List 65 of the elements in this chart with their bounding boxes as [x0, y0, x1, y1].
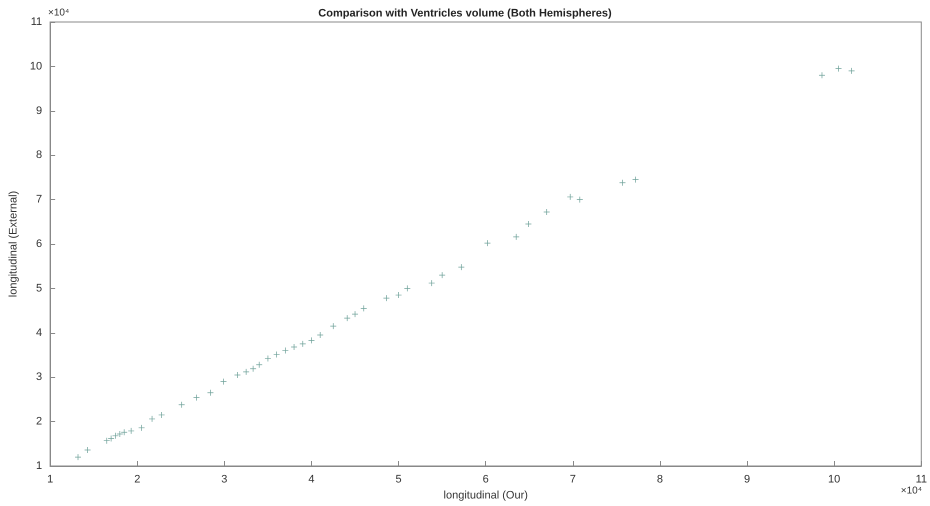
point: [128, 428, 134, 434]
point: [404, 285, 410, 292]
y-tick-label: 9: [36, 104, 42, 117]
point: [308, 337, 314, 344]
y-tick-label: 3: [36, 371, 42, 384]
y-tick-label: 2: [36, 416, 42, 428]
point: [352, 311, 358, 318]
y-tick-label: 7: [36, 194, 42, 206]
point: [848, 68, 855, 74]
point: [84, 447, 91, 454]
point: [264, 356, 271, 362]
point: [300, 340, 306, 347]
point: [138, 424, 145, 431]
point: [396, 292, 402, 298]
x-tick-label: 4: [308, 474, 315, 486]
point: [619, 180, 626, 186]
point: [383, 295, 390, 302]
point: [525, 221, 532, 228]
text: ×10⁴: [48, 8, 70, 18]
point: [207, 390, 214, 396]
y-tick-label: 10: [30, 60, 42, 72]
point: [818, 72, 825, 78]
x-tick-label: 5: [396, 474, 402, 486]
x-axis-title: longitudinal (Our): [444, 489, 528, 502]
point: [428, 280, 435, 286]
point: [149, 416, 156, 422]
x-tick-label: 3: [221, 474, 228, 486]
y-tick-label: 4: [36, 326, 42, 339]
point: [193, 394, 200, 401]
point: [484, 240, 490, 246]
x-tick-label: 10: [828, 474, 840, 486]
x-tick-label: 1: [47, 474, 54, 486]
y-tick-label: 1: [36, 460, 42, 472]
point: [576, 196, 583, 203]
x-tick-label: 8: [656, 474, 664, 486]
point: [291, 344, 298, 350]
y-tick-label: 8: [36, 149, 42, 162]
point: [458, 264, 464, 270]
y-axis-title: longitudinal (External): [8, 190, 20, 298]
point: [282, 348, 288, 354]
point: [632, 176, 639, 183]
point: [567, 194, 574, 200]
point: [75, 454, 82, 460]
y-tick-label: 5: [36, 282, 42, 294]
point: [544, 209, 550, 216]
text: ×10⁴: [900, 486, 922, 496]
chart-title: Comparison with Ventricles volume (Both Hemispheres): [318, 8, 612, 20]
y-tick-label: 6: [36, 238, 42, 250]
x-tick-label: 6: [482, 474, 489, 486]
x-tick-label: 9: [744, 474, 750, 486]
point: [158, 412, 165, 418]
point: [274, 352, 280, 358]
x-tick-label: 2: [134, 474, 140, 486]
point: [317, 332, 324, 338]
point: [220, 378, 226, 385]
point: [439, 272, 446, 278]
point: [234, 372, 240, 378]
x-tick-label: 11: [916, 474, 927, 486]
x-tick-label: 7: [570, 474, 576, 486]
point: [513, 234, 520, 240]
point: [112, 432, 118, 439]
point: [116, 431, 123, 438]
y-tick-label: 11: [30, 16, 42, 28]
point: [836, 66, 842, 72]
point: [108, 435, 114, 442]
